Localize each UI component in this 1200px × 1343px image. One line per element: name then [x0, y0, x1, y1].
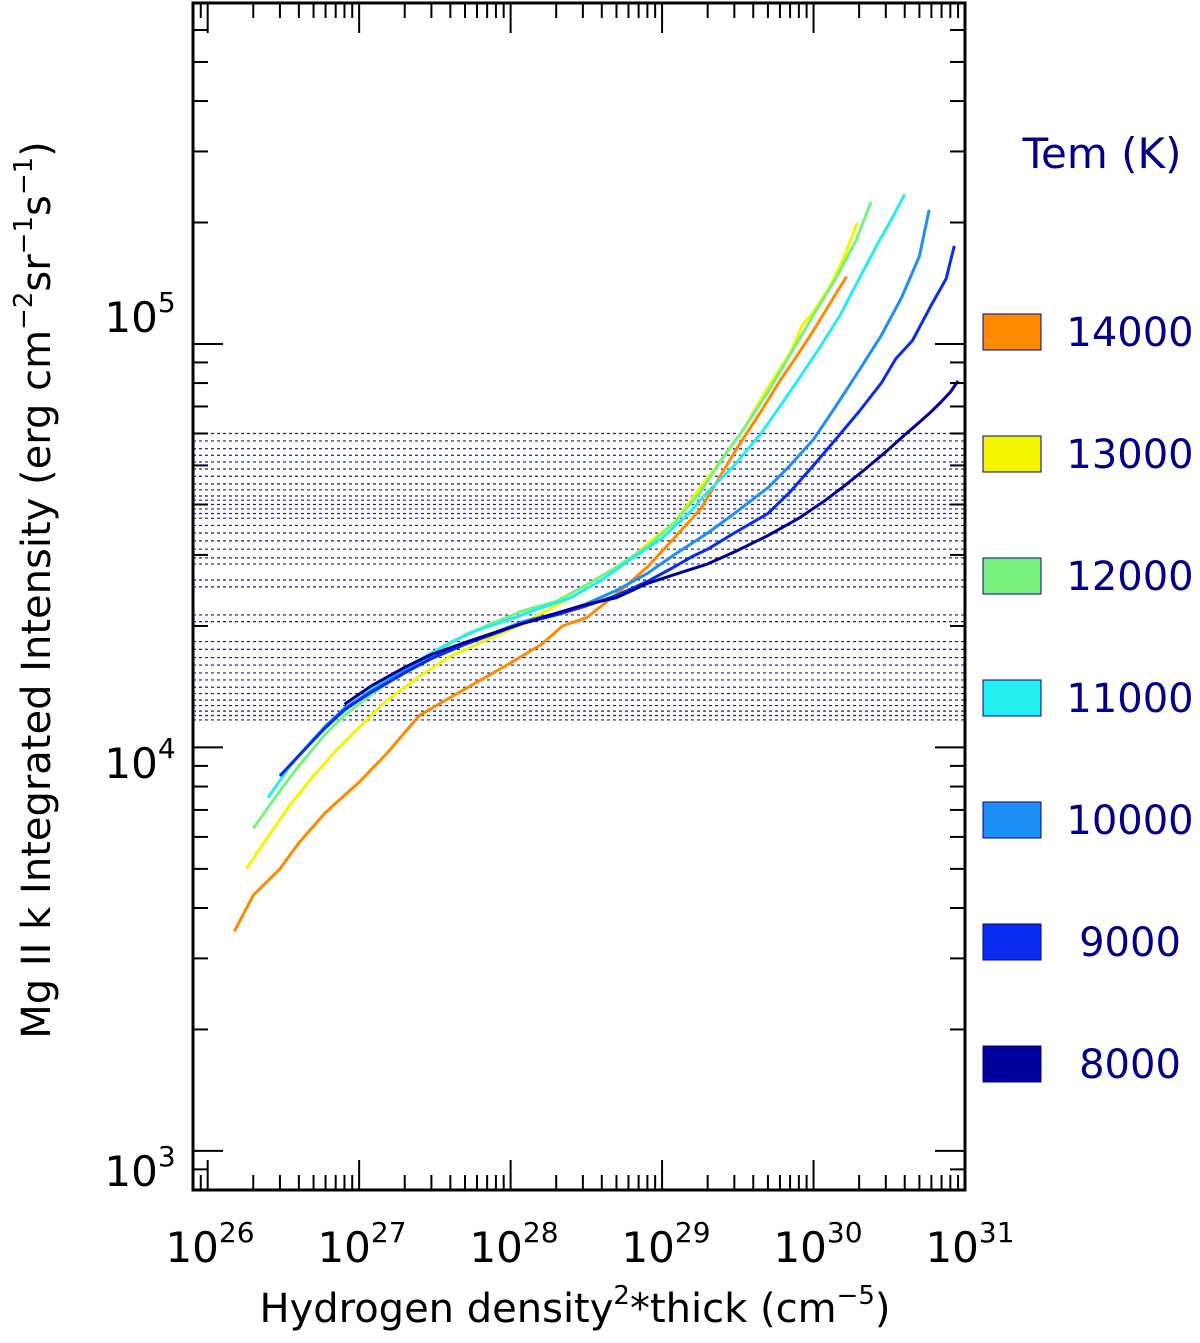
legend-title: Tem (K) — [1022, 129, 1182, 178]
plot-frame — [191, 1, 967, 1192]
legend-label-9000: 9000 — [1079, 920, 1181, 966]
legend-swatch-11000 — [982, 679, 1042, 717]
y-tick-label: 103 — [104, 1140, 175, 1196]
legend-swatch-8000 — [982, 1045, 1042, 1083]
x-tick-label: 1028 — [469, 1216, 558, 1272]
legend-label-8000: 8000 — [1079, 1042, 1181, 1088]
x-tick-label: 1029 — [621, 1216, 710, 1272]
legend-swatch-10000 — [982, 801, 1042, 839]
legend-label-13000: 13000 — [1066, 432, 1193, 478]
legend-label-10000: 10000 — [1066, 798, 1193, 844]
x-tick-label: 1026 — [165, 1216, 254, 1272]
legend-swatch-9000 — [982, 923, 1042, 961]
legend-swatch-12000 — [982, 557, 1042, 595]
series-line-8000 — [343, 380, 960, 706]
axis-ticks — [192, 2, 966, 1191]
series-line-13000 — [245, 221, 859, 870]
threshold-line-group — [193, 432, 965, 721]
series-line-14000 — [232, 275, 848, 933]
legend-label-11000: 11000 — [1066, 676, 1193, 722]
x-axis-label: Hydrogen density2*thick (cm−5) — [260, 1281, 891, 1332]
y-tick-label: 105 — [104, 286, 175, 342]
legend-swatch-14000 — [982, 313, 1042, 351]
series-group — [232, 193, 960, 933]
x-tick-label: 1030 — [773, 1216, 862, 1272]
y-axis-label: Mg II k Integrated Intensity (erg cm−2sr… — [9, 141, 60, 1039]
legend-label-14000: 14000 — [1066, 310, 1193, 356]
series-line-12000 — [252, 201, 873, 830]
legend-label-12000: 12000 — [1066, 554, 1193, 600]
series-line-9000 — [278, 245, 956, 777]
legend-swatch-13000 — [982, 435, 1042, 473]
y-tick-label: 104 — [104, 732, 175, 788]
x-tick-label: 1031 — [925, 1216, 1014, 1272]
x-tick-label: 1027 — [317, 1216, 406, 1272]
legend: 14000 13000 12000 11000 10000 9000 8000 — [982, 310, 1194, 1088]
